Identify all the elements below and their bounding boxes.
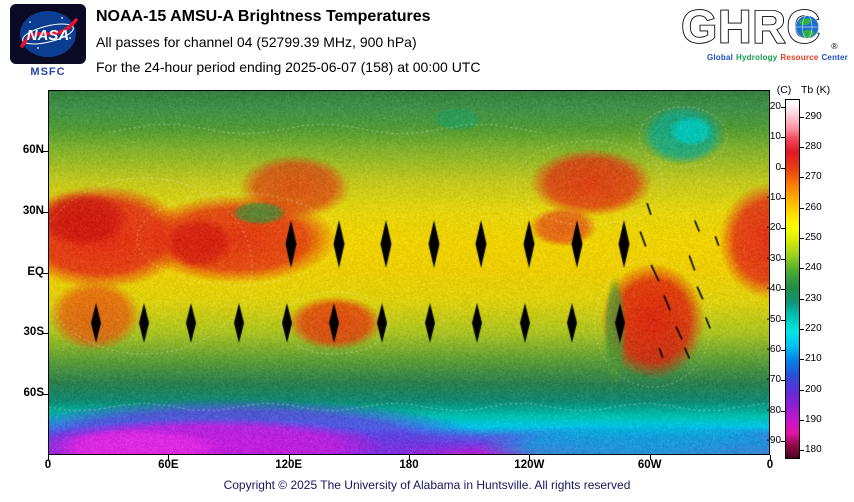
lon-tickmark [649, 455, 651, 460]
lon-tickmark [409, 455, 410, 460]
lat-tick-label: 30N [22, 204, 44, 217]
colorbar [785, 99, 800, 459]
lon-tick-label: 0 [766, 459, 774, 471]
nasa-logo: NASA [10, 4, 86, 64]
ghrc-wordmark-icon: GHRC ® [680, 2, 838, 52]
kelvin-tick-label: 270 [805, 171, 822, 183]
kelvin-tickmark [800, 420, 804, 422]
colorbar-celsius-header: (C) [776, 84, 792, 96]
celsius-tickmark [781, 167, 785, 169]
celsius-tick-label: -70 [766, 374, 781, 386]
kelvin-tickmark [800, 207, 804, 209]
lat-tick-label: EQ [27, 265, 44, 278]
ghrc-globe-icon [795, 15, 820, 39]
lon-tickmark [770, 455, 771, 460]
copyright-line: Copyright © 2025 The University of Alaba… [223, 478, 631, 492]
celsius-tick-label: 0 [775, 161, 781, 173]
kelvin-tickmark [800, 238, 804, 240]
kelvin-tick-label: 190 [805, 414, 822, 426]
celsius-tick-label: -10 [766, 192, 781, 204]
kelvin-tickmark [800, 147, 804, 149]
lon-tickmark [168, 455, 170, 460]
kelvin-tick-label: 260 [805, 201, 822, 213]
lat-tick-label: 60S [23, 387, 44, 400]
msfc-label: MSFC [30, 66, 66, 78]
lon-tick-label: 60W [637, 459, 662, 471]
period-subtitle: For the 24-hour period ending 2025-06-07… [96, 59, 481, 75]
ghrc-tagline-word: Center [821, 53, 848, 62]
kelvin-tickmark [800, 329, 804, 331]
kelvin-tickmark [800, 359, 804, 361]
lon-tick-label: 60E [158, 459, 179, 471]
celsius-tick-label: 10 [769, 131, 781, 143]
brightness-temperature-map [49, 91, 769, 454]
kelvin-tick-label: 280 [805, 141, 822, 153]
kelvin-tick-label: 230 [805, 292, 822, 304]
celsius-tickmark [781, 228, 785, 230]
lat-tickmark [43, 394, 48, 396]
lat-tickmark [43, 211, 48, 213]
colorbar-kelvin-header: Tb (K) [801, 84, 831, 96]
kelvin-tick-label: 240 [805, 262, 822, 274]
kelvin-tickmark [800, 177, 804, 179]
celsius-tick-label: -30 [766, 252, 781, 264]
celsius-tickmark [781, 289, 785, 291]
celsius-tickmark [781, 258, 785, 260]
lon-tickmark [529, 455, 531, 460]
kelvin-tick-label: 250 [805, 232, 822, 244]
celsius-tickmark [781, 198, 785, 200]
lon-tick-label: 0 [44, 459, 52, 471]
celsius-tickmark [781, 380, 785, 382]
nasa-wordmark: NASA [27, 27, 70, 44]
registered-mark: ® [831, 41, 838, 51]
ghrc-tagline: Global Hydrology Resource Center [668, 53, 848, 62]
celsius-tick-label: -90 [766, 434, 781, 446]
nasa-meatball-icon: NASA [10, 4, 86, 64]
kelvin-tickmark [800, 389, 804, 391]
map-frame [48, 90, 770, 455]
ghrc-tagline-word: Global [706, 53, 734, 62]
celsius-tick-label: -80 [766, 404, 781, 416]
ghrc-tagline-word: Resource [780, 53, 819, 62]
lon-tick-label: 120E [275, 459, 303, 471]
celsius-tickmark [781, 319, 785, 321]
kelvin-tickmark [800, 450, 804, 452]
lat-tick-label: 60N [22, 143, 44, 156]
celsius-tick-label: -60 [766, 343, 781, 355]
lat-tick-label: 30S [23, 326, 44, 339]
lon-tickmark [288, 455, 290, 460]
celsius-tickmark [781, 107, 785, 109]
page-title: NOAA-15 AMSU-A Brightness Temperatures [96, 8, 431, 25]
lon-tickmark [48, 455, 49, 460]
celsius-tickmark [781, 137, 785, 139]
celsius-tick-label: -50 [766, 313, 781, 325]
ghrc-logo: GHRC ® Global Hydrology Resource Center [668, 2, 848, 62]
lat-tickmark [43, 333, 48, 335]
celsius-tick-label: -40 [766, 283, 781, 295]
kelvin-tick-label: 220 [805, 323, 822, 335]
celsius-tick-label: -20 [766, 222, 781, 234]
channel-subtitle: All passes for channel 04 (52799.39 MHz,… [96, 34, 417, 50]
celsius-tick-label: 20 [769, 101, 781, 113]
lon-tick-label: 180 [399, 459, 419, 471]
ghrc-tagline-word: Hydrology [736, 53, 778, 62]
lat-tickmark [43, 272, 48, 274]
lat-tickmark [43, 150, 48, 152]
kelvin-tick-label: 200 [805, 383, 822, 395]
kelvin-tick-label: 290 [805, 110, 822, 122]
kelvin-tickmark [800, 298, 804, 300]
celsius-tickmark [781, 349, 785, 351]
celsius-tickmark [781, 410, 785, 412]
kelvin-tickmark [800, 268, 804, 270]
kelvin-tick-label: 210 [805, 353, 822, 365]
celsius-tickmark [781, 440, 785, 442]
kelvin-tick-label: 180 [805, 444, 822, 456]
lon-tick-label: 120W [514, 459, 545, 471]
kelvin-tickmark [800, 116, 804, 118]
